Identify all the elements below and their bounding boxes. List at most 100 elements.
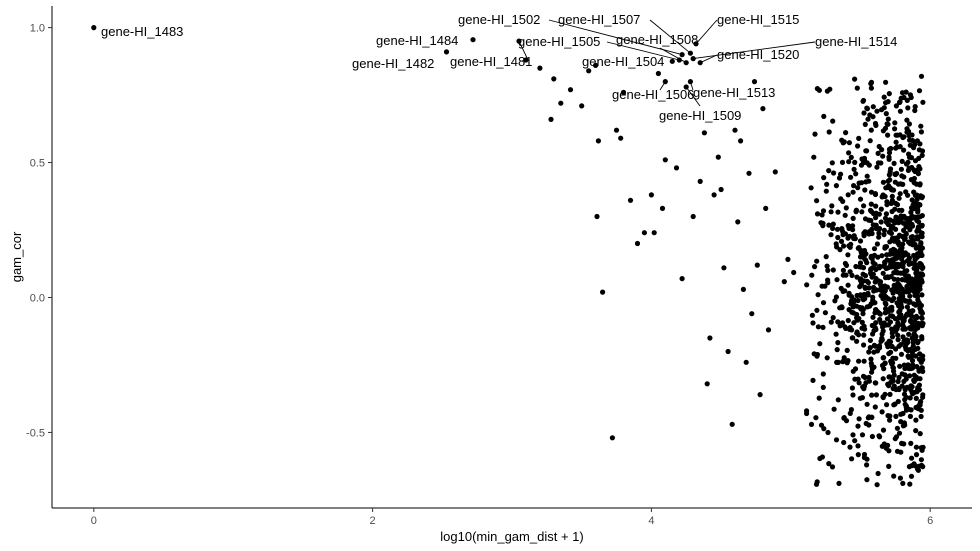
- data-point: [701, 130, 708, 136]
- data-point: [862, 187, 868, 193]
- data-point: [848, 241, 854, 247]
- data-point: [868, 271, 874, 277]
- data-point: [791, 269, 797, 276]
- data-point: [826, 168, 832, 174]
- data-point: [683, 60, 689, 66]
- data-point: [908, 177, 915, 183]
- data-point: [906, 261, 912, 267]
- data-point: [902, 372, 908, 378]
- data-point: [829, 203, 835, 209]
- label-leader-line: [693, 41, 816, 60]
- data-point: [896, 282, 902, 288]
- data-point: [855, 297, 861, 304]
- data-point: [828, 209, 834, 215]
- data-point: [901, 318, 907, 324]
- data-point: [917, 431, 923, 437]
- data-point: [895, 320, 901, 326]
- data-point: [886, 91, 892, 97]
- data-point: [881, 227, 888, 233]
- data-point: [896, 430, 903, 436]
- data-point: [873, 275, 879, 282]
- data-point: [843, 130, 849, 136]
- data-point: [908, 383, 914, 389]
- data-point: [895, 289, 901, 295]
- data-point: [901, 94, 907, 101]
- data-point: [833, 331, 839, 337]
- data-point: [915, 286, 921, 292]
- data-point: [857, 238, 864, 244]
- data-point: [905, 273, 912, 279]
- data-point: [852, 76, 858, 82]
- data-point: [831, 406, 837, 412]
- data-point: [878, 219, 884, 225]
- data-point: [863, 420, 869, 427]
- data-point: [889, 251, 895, 257]
- data-point: [888, 349, 894, 355]
- data-point: [743, 359, 749, 365]
- data-point: [911, 378, 917, 384]
- data-point: [897, 475, 904, 481]
- data-point: [567, 87, 574, 93]
- label-leader-line: [689, 81, 694, 91]
- data-point: [669, 58, 675, 64]
- data-point: [909, 389, 915, 396]
- data-point: [848, 174, 854, 180]
- data-point: [828, 232, 834, 238]
- data-point: [912, 463, 918, 469]
- data-point: [852, 376, 858, 382]
- data-point: [884, 284, 891, 290]
- data-point: [834, 359, 840, 365]
- data-point: [876, 143, 882, 150]
- data-point: [673, 165, 680, 171]
- data-point: [851, 235, 857, 242]
- data-point: [896, 195, 902, 201]
- data-point: [879, 253, 885, 259]
- data-point: [889, 187, 895, 193]
- data-point: [874, 348, 881, 354]
- data-point: [892, 206, 898, 212]
- data-point: [821, 113, 827, 119]
- data-point: [848, 298, 855, 304]
- data-point: [853, 171, 859, 177]
- data-point: [842, 212, 848, 218]
- data-point: [833, 183, 840, 189]
- data-point: [866, 178, 872, 184]
- data-point: [868, 85, 875, 91]
- data-point: [808, 421, 815, 427]
- data-point: [883, 185, 889, 191]
- data-point: [905, 362, 911, 368]
- data-point: [914, 315, 920, 321]
- data-point: [763, 205, 769, 211]
- data-point: [920, 394, 926, 400]
- point-label: gene-HI_1515: [717, 12, 799, 27]
- data-point: [854, 315, 860, 321]
- data-point: [828, 319, 834, 325]
- data-point: [858, 162, 865, 168]
- data-point: [907, 318, 914, 324]
- data-point: [754, 262, 760, 268]
- data-point: [919, 230, 925, 236]
- data-point: [864, 260, 870, 266]
- data-point: [864, 456, 870, 462]
- data-point: [910, 345, 916, 351]
- y-axis-title: gam_cor: [9, 231, 24, 282]
- data-point: [627, 197, 634, 203]
- data-point: [907, 413, 914, 419]
- data-point: [872, 343, 878, 349]
- data-point: [918, 407, 924, 413]
- data-point: [912, 241, 918, 248]
- data-point: [906, 255, 913, 261]
- data-point: [861, 332, 867, 338]
- data-point: [906, 299, 912, 305]
- data-point: [586, 68, 592, 74]
- data-point: [746, 170, 752, 176]
- data-point: [854, 303, 860, 309]
- data-point: [900, 220, 907, 226]
- data-point: [820, 208, 827, 214]
- data-point: [830, 118, 836, 124]
- data-point: [850, 227, 856, 233]
- data-point: [893, 252, 900, 258]
- data-point: [839, 226, 845, 232]
- point-label: gene-HI_1514: [815, 34, 897, 49]
